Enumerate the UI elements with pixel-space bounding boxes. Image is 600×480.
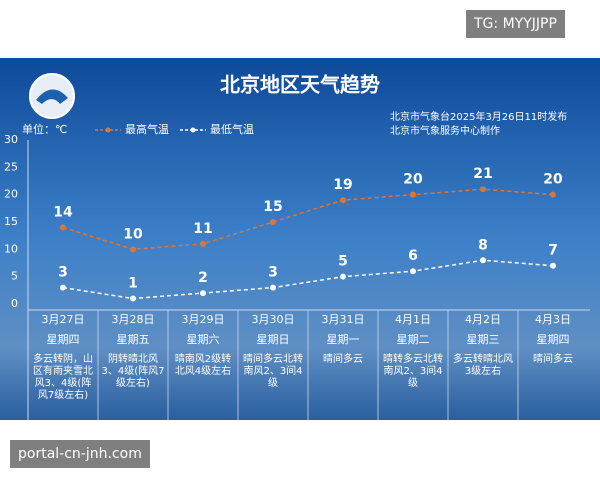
- point: [480, 257, 486, 264]
- data-label: 10: [123, 226, 143, 242]
- point: [550, 262, 556, 269]
- x-tick-label: 4月3日: [535, 313, 571, 326]
- weather: 多云转阴，山区有雨夹雪北风3、4级(阵风7级左右): [33, 354, 93, 401]
- watermark: portal-cn-jnh.com: [10, 440, 150, 468]
- weather: 晴间多云北转南风2、3间4级: [243, 354, 303, 389]
- data-label: 7: [548, 243, 558, 259]
- y-tick-label: 30: [4, 133, 18, 146]
- x-tick-label: 3月28日: [112, 313, 155, 326]
- data-label: 20: [543, 172, 563, 188]
- data-label: 20: [403, 172, 423, 188]
- watermark: TG: MYYJJPP: [466, 10, 565, 38]
- point: [130, 295, 136, 302]
- legend-marker: [190, 127, 196, 133]
- point: [340, 273, 346, 280]
- chart-title: 北京地区天气趋势: [220, 73, 380, 97]
- x-tick-label: 3月30日: [252, 313, 295, 326]
- data-label: 6: [408, 248, 418, 264]
- point: [200, 240, 206, 247]
- data-label: 21: [473, 166, 492, 182]
- weather: 阴转晴北风3、4级(阵风7级左右): [101, 354, 165, 389]
- data-label: 15: [263, 199, 282, 215]
- weekday: 星期一: [327, 333, 360, 346]
- y-tick-label: 10: [4, 242, 18, 255]
- data-label: 8: [478, 237, 488, 253]
- point: [60, 224, 66, 231]
- point: [550, 191, 556, 198]
- point: [200, 290, 206, 297]
- x-tick-label: 3月27日: [42, 313, 85, 326]
- point: [270, 284, 276, 291]
- data-label: 11: [193, 221, 212, 237]
- weather: 晴间多云: [533, 354, 573, 365]
- weekday: 星期日: [257, 333, 290, 346]
- x-tick-label: 3月29日: [182, 313, 225, 326]
- legend-label: 最低气温: [210, 122, 254, 136]
- point: [130, 246, 136, 253]
- weekday: 星期六: [187, 333, 220, 346]
- data-label: 5: [338, 254, 348, 270]
- weekday: 星期四: [47, 333, 80, 346]
- data-label: 3: [268, 265, 278, 281]
- y-tick-label: 20: [4, 188, 18, 201]
- source-line: 北京市气象台2025年3月26日11时发布: [390, 110, 567, 123]
- point: [270, 219, 276, 225]
- point: [480, 186, 486, 193]
- series-line: [62, 259, 554, 300]
- weather: 晴南风2级转北风4级左右: [174, 354, 232, 377]
- weather: 晴间多云: [323, 354, 363, 365]
- y-tick-label: 5: [11, 270, 18, 283]
- logo-mark: [36, 89, 68, 104]
- y-tick-label: 15: [4, 215, 18, 228]
- y-tick-label: 25: [4, 160, 18, 173]
- legend-label: 最高气温: [125, 122, 169, 136]
- data-label: 19: [333, 177, 352, 193]
- series-line: [62, 188, 554, 251]
- weekday: 星期二: [397, 333, 430, 346]
- data-label: 2: [198, 270, 208, 286]
- weekday: 星期四: [537, 333, 570, 346]
- weather: 晴转多云北转南风2、3间4级: [383, 354, 443, 389]
- x-tick-label: 3月31日: [322, 313, 365, 326]
- weather: 多云转晴北风3级左右: [453, 354, 513, 377]
- legend-marker: [105, 127, 111, 133]
- point: [340, 197, 346, 204]
- x-tick-label: 4月1日: [395, 313, 431, 326]
- weekday: 星期五: [117, 333, 150, 346]
- data-label: 14: [53, 204, 73, 220]
- y-axis-label: 单位：℃: [22, 122, 67, 136]
- point: [60, 284, 66, 291]
- y-tick-label: 0: [11, 297, 18, 310]
- data-label: 1: [128, 276, 138, 292]
- data-label: 3: [58, 265, 68, 281]
- point: [410, 268, 416, 275]
- source-line: 北京市气象服务中心制作: [390, 124, 500, 137]
- weekday: 星期三: [467, 333, 500, 346]
- point: [410, 191, 416, 198]
- x-tick-label: 4月2日: [465, 313, 501, 326]
